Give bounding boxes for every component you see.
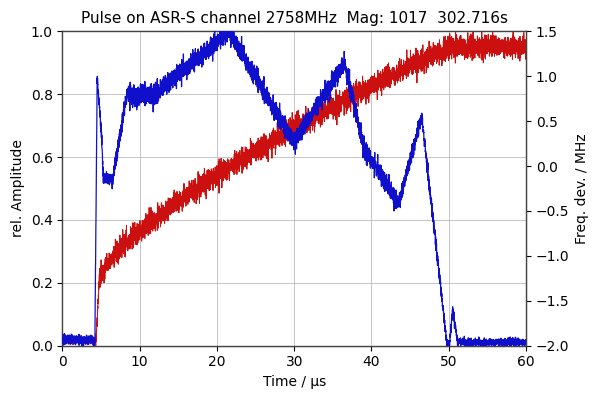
Y-axis label: rel. Amplitude: rel. Amplitude — [11, 140, 25, 238]
Title: Pulse on ASR-S channel 2758MHz  Mag: 1017  302.716s: Pulse on ASR-S channel 2758MHz Mag: 1017… — [80, 11, 508, 26]
X-axis label: Time / μs: Time / μs — [263, 375, 326, 389]
Y-axis label: Freq. dev. / MHz: Freq. dev. / MHz — [575, 133, 589, 244]
